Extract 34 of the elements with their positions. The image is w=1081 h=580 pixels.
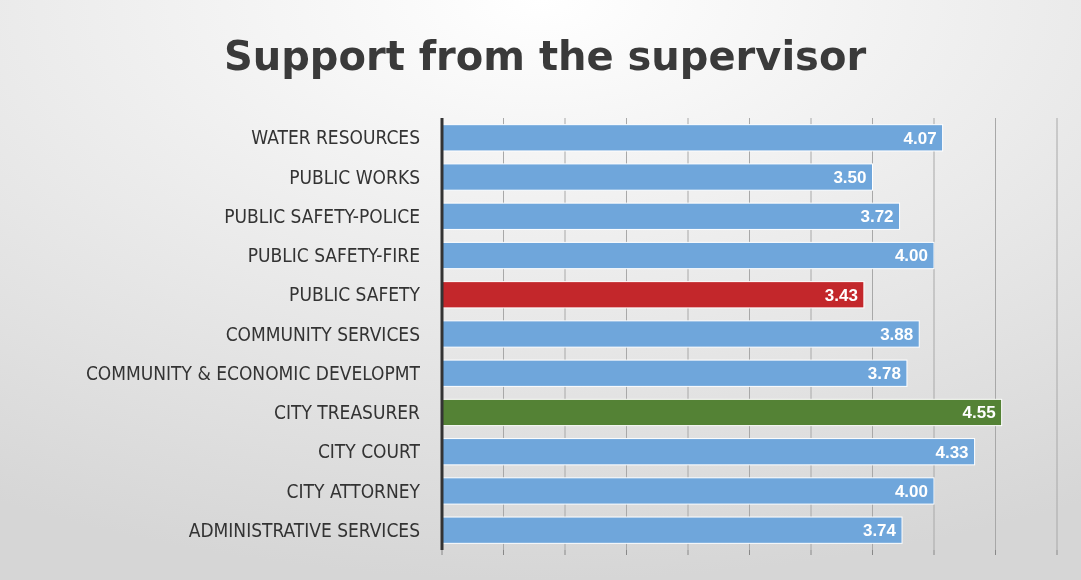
y-tick-label: PUBLIC SAFETY-POLICE — [224, 204, 420, 227]
bar — [441, 241, 935, 270]
bar — [441, 320, 920, 348]
data-label: 3.72 — [860, 207, 894, 227]
bar — [441, 163, 873, 191]
bar — [441, 124, 944, 152]
bar — [441, 398, 1003, 427]
chart-title: Support from the supervisor — [223, 33, 867, 79]
y-tick-label: CITY ATTORNEY — [286, 479, 421, 502]
y-tick-label: ADMINISTRATIVE SERVICES — [188, 518, 420, 541]
data-label: 4.33 — [935, 442, 969, 462]
bar — [441, 359, 908, 387]
y-tick-label: PUBLIC SAFETY — [289, 283, 421, 306]
y-tick-label: COMMUNITY SERVICES — [225, 322, 420, 345]
y-tick-label: WATER RESOURCES — [251, 126, 420, 149]
y-tick-label: PUBLIC SAFETY-FIRE — [247, 244, 420, 267]
bar — [441, 516, 903, 544]
bar — [441, 202, 901, 230]
data-label: 4.55 — [962, 403, 996, 423]
y-tick-label: PUBLIC WORKS — [289, 165, 420, 188]
data-label: 3.88 — [880, 324, 914, 344]
data-label: 3.74 — [862, 521, 897, 541]
data-label: 3.50 — [833, 168, 867, 187]
data-label: 3.78 — [867, 364, 901, 384]
data-label: 4.00 — [894, 481, 928, 501]
data-label: 4.00 — [894, 246, 928, 266]
bar — [441, 477, 935, 505]
bar — [441, 438, 976, 466]
data-label: 4.07 — [903, 128, 937, 148]
y-tick-label: CITY COURT — [317, 440, 421, 463]
bar — [441, 281, 865, 309]
data-label: 3.43 — [824, 285, 858, 305]
y-tick-label: COMMUNITY & ECONOMIC DEVELOPMT — [85, 361, 421, 384]
y-tick-label: CITY TREASURER — [274, 401, 421, 424]
